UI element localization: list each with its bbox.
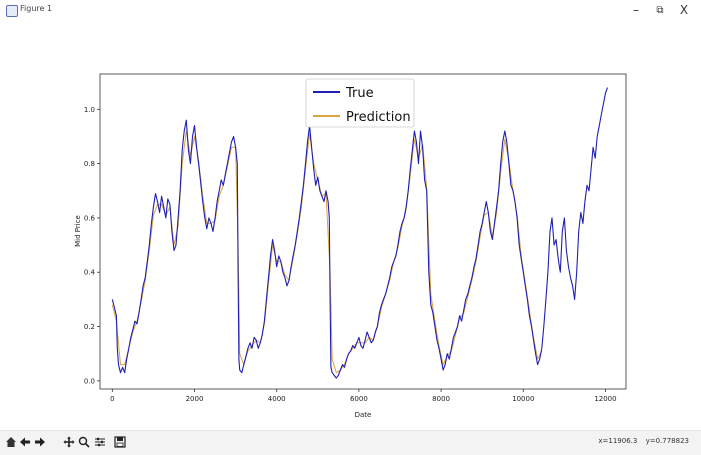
- line-chart: 0.0 0.2 0.4 0.6 0.8 1.0 0 2000 4000 6000 8000 1000…: [74, 73, 627, 419]
- navigation-toolbar: x=11906.3 y=0.778823: [0, 430, 701, 455]
- y-tick-label: 1.0: [84, 106, 95, 114]
- coord-y: y=0.778823: [645, 437, 689, 445]
- x-tick-label: 6000: [350, 395, 368, 403]
- configure-subplots-icon[interactable]: [93, 434, 107, 450]
- y-tick-label: 0.0: [84, 377, 95, 385]
- series-group: [111, 87, 609, 379]
- window-titlebar: Figure 1 – ⧉ X: [0, 0, 701, 22]
- legend-true-label: True: [345, 86, 374, 101]
- home-icon[interactable]: [4, 434, 18, 450]
- figure-canvas[interactable]: 0.0 0.2 0.4 0.6 0.8 1.0 0 2000 4000 6000 8000 1000…: [0, 22, 701, 430]
- coord-x: x=11906.3: [598, 437, 638, 445]
- x-tick-label: 0: [110, 395, 114, 403]
- figure-app-icon: [6, 5, 18, 17]
- back-arrow-icon[interactable]: [18, 434, 32, 450]
- x-axis: 0 2000 4000 6000 8000 10000 12000: [110, 389, 617, 403]
- x-tick-label: 10000: [512, 395, 534, 403]
- maximize-button[interactable]: ⧉: [656, 4, 664, 16]
- x-tick-label: 8000: [432, 395, 450, 403]
- x-tick-label: 12000: [594, 395, 616, 403]
- legend-prediction-label: Prediction: [346, 110, 411, 125]
- x-tick-label: 2000: [186, 395, 204, 403]
- y-tick-label: 0.4: [84, 269, 96, 277]
- series-true-line: [111, 87, 609, 379]
- y-axis: 0.0 0.2 0.4 0.6 0.8 1.0: [84, 106, 100, 385]
- close-button[interactable]: X: [679, 3, 689, 17]
- x-tick-label: 4000: [268, 395, 286, 403]
- minimize-button[interactable]: –: [633, 3, 639, 17]
- pan-icon[interactable]: [62, 434, 76, 450]
- forward-arrow-icon[interactable]: [33, 434, 47, 450]
- window-title: Figure 1: [20, 4, 53, 13]
- legend: True Prediction: [305, 78, 415, 128]
- cursor-coordinates: x=11906.3 y=0.778823: [592, 437, 689, 445]
- save-icon[interactable]: [113, 434, 127, 450]
- y-tick-label: 0.2: [84, 323, 95, 331]
- y-axis-label: Mid Price: [74, 215, 82, 247]
- y-tick-label: 0.8: [84, 160, 95, 168]
- y-tick-label: 0.6: [84, 214, 96, 222]
- x-axis-label: Date: [355, 411, 372, 419]
- zoom-icon[interactable]: [77, 434, 91, 450]
